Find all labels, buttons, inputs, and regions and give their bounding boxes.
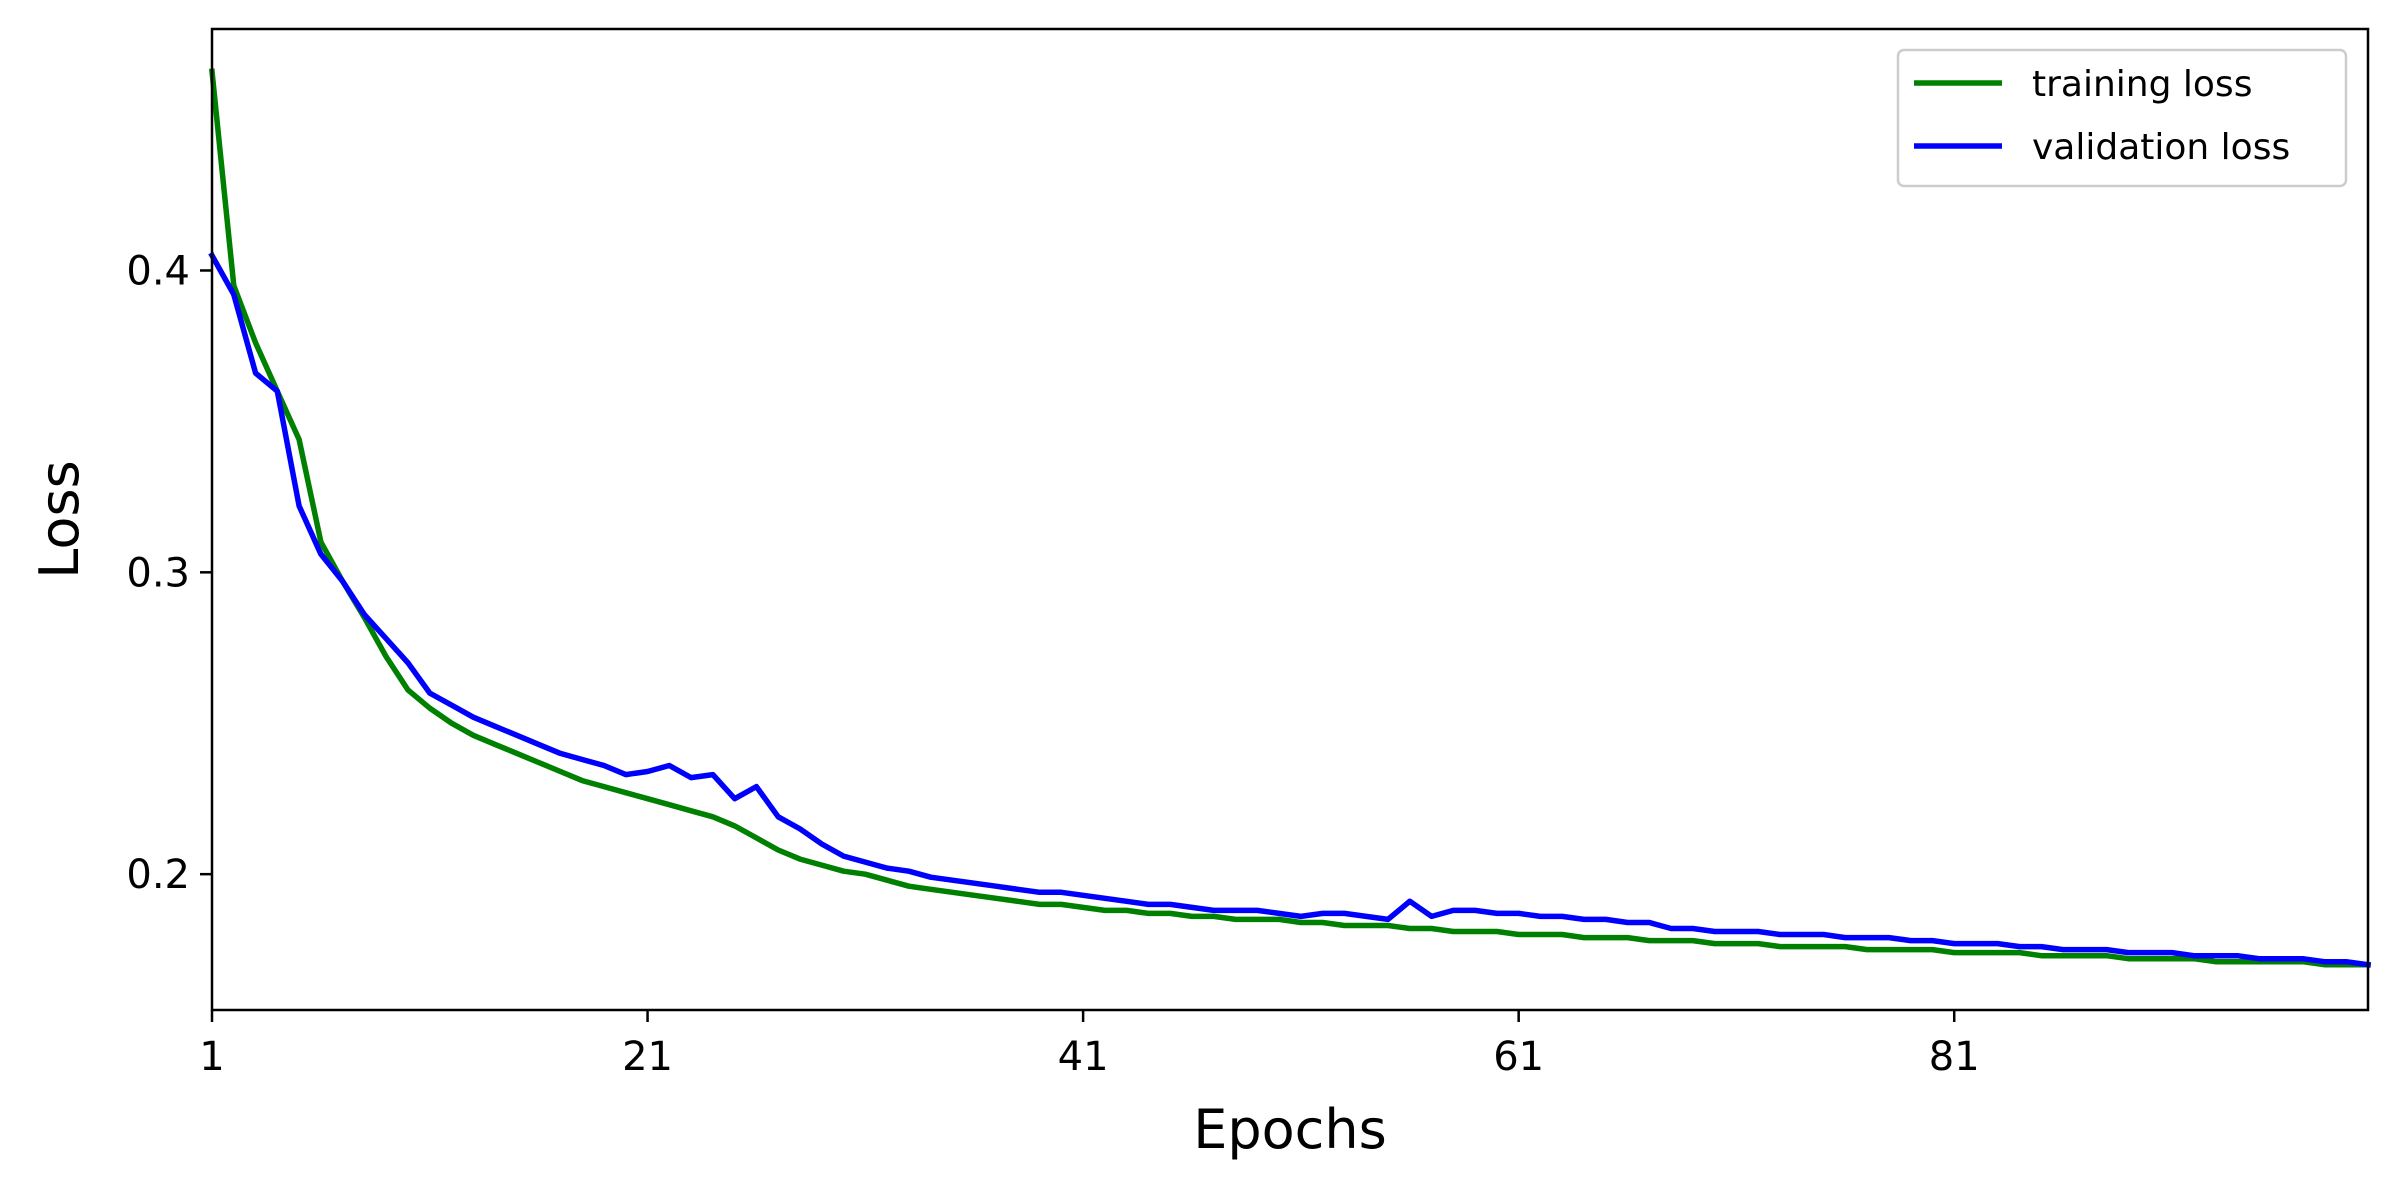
x-axis-label: Epochs <box>1193 1098 1386 1161</box>
x-tick-label: 1 <box>199 1034 224 1080</box>
legend-label-validation-loss: validation loss <box>2032 127 2290 168</box>
plot-frame <box>210 27 2370 1012</box>
series-layer <box>208 68 2372 968</box>
y-axis-label: Loss <box>28 460 91 578</box>
x-tick-label: 21 <box>622 1034 673 1080</box>
y-tick-label: 0.2 <box>126 852 190 898</box>
x-tick-label: 61 <box>1493 1034 1544 1080</box>
y-tick-label: 0.4 <box>126 248 190 294</box>
y-axis-ticks: 0.2 0.3 0.4 <box>126 248 212 898</box>
y-tick-label: 0.3 <box>126 550 190 596</box>
x-tick-label: 41 <box>1058 1034 1109 1080</box>
series-line-training-loss <box>208 68 2371 968</box>
x-tick-label: 81 <box>1929 1034 1980 1080</box>
legend-box <box>1896 48 2348 188</box>
legend-label-training-loss: training loss <box>2032 64 2252 105</box>
x-axis-ticks: 1 21 41 61 81 <box>199 1010 1980 1080</box>
series-line-validation-loss <box>208 251 2372 968</box>
legend: training loss validation loss <box>1896 48 2348 188</box>
